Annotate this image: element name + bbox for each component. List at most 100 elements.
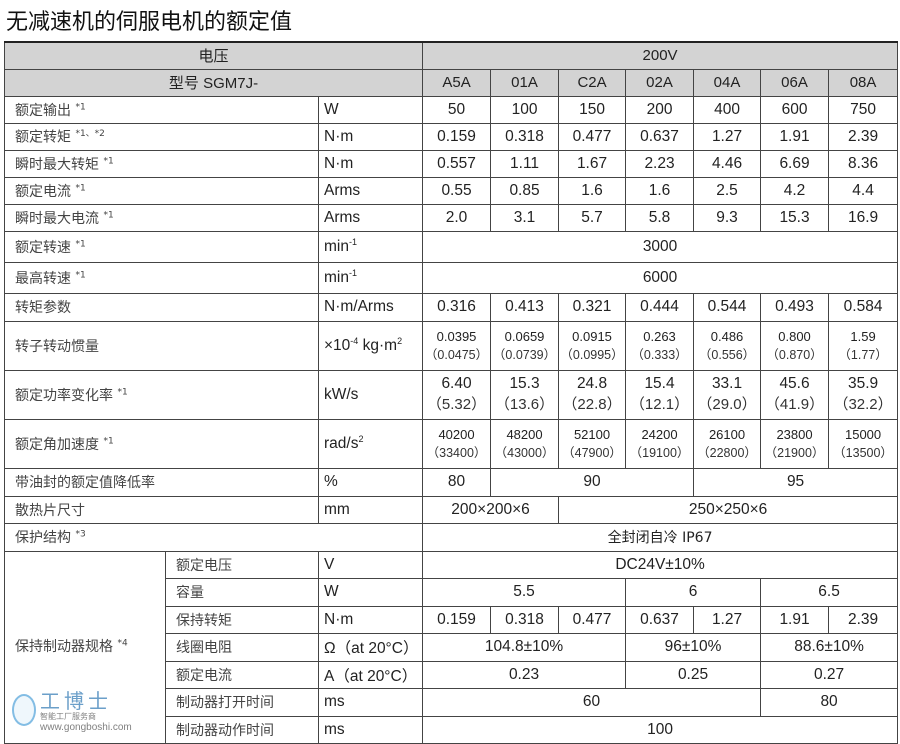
unit-cell: W <box>317 95 424 124</box>
brake-value-text: （22800） <box>697 445 757 460</box>
value-cell: 0.318 <box>490 122 560 151</box>
brake-row-label: 制动器动作时间 <box>165 715 319 744</box>
brake-value-text: （5.32） <box>426 396 487 413</box>
value-text: 0.486 <box>710 328 744 344</box>
value-cell: 33.1 （29.0） <box>693 369 762 420</box>
value-text: 1.59 <box>850 328 876 344</box>
value-cell: 100 <box>490 95 560 124</box>
value-cell: 1.59 （1.77） <box>828 320 899 371</box>
unit-cell: min-1 <box>317 261 424 294</box>
watermark-logo: 工博士 智能工厂服务商 www.gongboshi.com <box>12 690 162 738</box>
row-label-text: 瞬时最大转矩 <box>15 156 99 173</box>
unit-text: rad/s <box>324 435 359 453</box>
value-cell: 80 <box>760 688 899 717</box>
value-cell: 5.5 <box>422 578 627 607</box>
value-cell: 24200 （19100） <box>625 418 695 469</box>
row-label: 额定电流 *1 <box>4 176 319 205</box>
page-title: 无减速机的伺服电机的额定值 <box>6 10 293 35</box>
value-cell: 60 <box>422 688 762 717</box>
unit-cell: N·m <box>317 149 424 178</box>
brake-row: 线圈电阻 Ω（at 20°C） 104.8±10% 96±10% 88.6±10% <box>5 633 899 662</box>
unit-text: kg·m <box>358 337 398 355</box>
row-label-text: 转矩参数 <box>15 300 71 316</box>
value-cell: 96±10% <box>625 633 762 662</box>
row-label-text: 散热片尺寸 <box>15 502 85 519</box>
row-label-text: 额定功率变化率 <box>15 387 113 404</box>
value-cell: 0.493 <box>760 292 830 322</box>
brake-value-text: （0.556） <box>698 347 756 362</box>
row-label-text: 保持制动器规格 <box>15 638 113 655</box>
value-cell: 200 <box>625 95 695 124</box>
value-text: 23800 <box>776 426 813 442</box>
rating-table: 电压 200V 型号 SGM7J- A5A 01A C2A 02A 04A 06A 08A … <box>3 41 899 744</box>
brake-row: 保持制动器规格 *4 额定电压 V DC24V±10% <box>4 550 899 744</box>
model-08A: 08A <box>828 68 899 97</box>
value-cell: 15.4 （12.1） <box>625 369 695 420</box>
unit-superscript: -4 <box>350 335 359 346</box>
value-cell: 50 <box>422 95 492 124</box>
table-row: 额定功率变化率 *1 kW/s 6.40 （5.32） 15.3 （13.6） 24.8 （2… <box>4 369 899 420</box>
value-text: 26100 <box>708 426 746 442</box>
table-row: 散热片尺寸 mm 200×200×6 250×250×6 <box>4 495 899 524</box>
table-row: 转矩参数 N·m/Arms 0.316 0.413 0.321 0.444 0.544 0.4… <box>4 292 899 322</box>
value-cell: 0.584 <box>828 292 899 322</box>
row-label-text: 转子转动惯量 <box>15 338 99 355</box>
brake-row-label: 额定电流 <box>165 660 319 689</box>
row-label-text: 保护结构 <box>15 530 71 546</box>
value-cell: 2.39 <box>828 122 899 151</box>
value-cell: 80 <box>422 467 492 497</box>
unit-superscript: -1 <box>348 267 357 278</box>
unit-cell: mm <box>317 495 424 524</box>
value-text: 15000 <box>844 426 882 442</box>
value-cell: 8.36 <box>828 149 899 178</box>
brake-value-text: （41.9） <box>764 396 825 413</box>
value-cell: 1.6 <box>558 176 627 205</box>
row-label-text: 额定电流 <box>15 183 71 200</box>
value-cell: 15.3 <box>760 203 830 232</box>
value-cell: 5.7 <box>558 203 627 232</box>
row-label-text: 最高转速 <box>15 270 71 287</box>
row-label-text: 额定转矩 <box>15 129 71 146</box>
value-cell: 600 <box>760 95 830 124</box>
value-cell: 0.316 <box>422 292 492 322</box>
footnote-mark: *1 <box>75 238 86 249</box>
brake-value-text: （0.870） <box>766 347 823 362</box>
value-cell: 6.69 <box>760 149 830 178</box>
watermark-tagline: 智能工厂服务商 <box>40 712 96 721</box>
unit-text: N·m <box>324 154 354 172</box>
model-C2A: C2A <box>558 68 627 97</box>
brake-value-text: （0.333） <box>631 347 688 362</box>
brake-value-text: （33400） <box>426 445 487 460</box>
value-cell: 0.477 <box>558 122 627 151</box>
value-cell: 0.23 <box>422 660 627 689</box>
value-cell: 3000 <box>422 230 899 263</box>
value-text: 15.4 <box>644 375 675 392</box>
unit-cell: N·m <box>317 605 424 634</box>
footnote-mark: *1、*2 <box>75 129 105 140</box>
unit-text: N·m <box>324 127 354 145</box>
brake-value-text: （13.6） <box>494 396 555 413</box>
unit-text: % <box>324 473 338 490</box>
value-cell: 0.413 <box>490 292 560 322</box>
value-cell: 0.263 （0.333） <box>625 320 695 371</box>
value-cell: 200×200×6 <box>422 495 560 524</box>
row-label: 保护结构 *3 <box>3 522 424 552</box>
unit-cell: A（at 20°C） <box>317 660 424 689</box>
value-cell: 0.85 <box>490 176 560 205</box>
brake-value-text: （0.0739） <box>492 347 557 362</box>
brake-row-label: 保持转矩 <box>165 605 319 634</box>
value-text: 52100 <box>573 426 611 442</box>
value-cell: 250×250×6 <box>558 495 899 524</box>
brake-value-text: （19100） <box>629 445 690 460</box>
value-cell: 1.6 <box>625 176 695 205</box>
value-cell: 750 <box>828 95 899 124</box>
unit-text: W <box>324 100 339 118</box>
value-cell: 4.46 <box>693 149 762 178</box>
unit-text: Arms <box>324 208 361 226</box>
row-label: 额定角加速度 *1 <box>4 418 319 469</box>
value-cell: 23800 （21900） <box>760 418 830 469</box>
unit-superscript: -1 <box>348 236 357 247</box>
unit-cell: W <box>317 578 424 607</box>
value-cell: 0.0659 （0.0739） <box>490 320 560 371</box>
unit-text: min <box>324 238 349 256</box>
